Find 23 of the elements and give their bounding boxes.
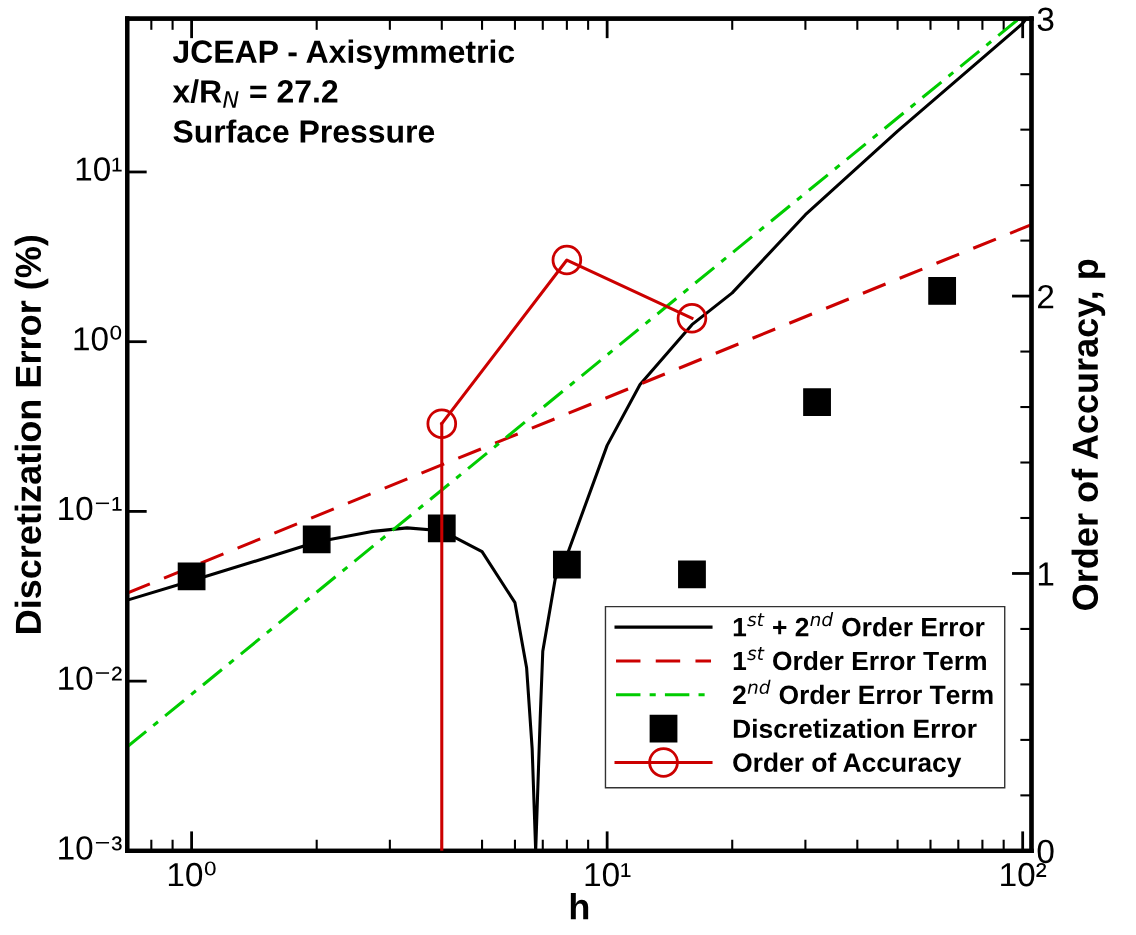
legend-label: 2$^{nd}$ Order Error Term bbox=[733, 679, 993, 705]
x-tick-label: 10⁰ bbox=[168, 861, 216, 887]
y2-axis-title: Order of Accuracy, p bbox=[1071, 259, 1106, 610]
legend-label: 1$^{st}$ + 2$^{nd}$ Order Error bbox=[733, 612, 985, 637]
y2-tick-label: 0 bbox=[1037, 839, 1054, 864]
x-axis-title: h bbox=[570, 893, 589, 920]
x-tick-label: 10¹ bbox=[585, 862, 631, 887]
annotation: x/R$_{N}$ = 27.2 bbox=[172, 79, 338, 108]
x-tick-label: 10² bbox=[1001, 862, 1047, 887]
y-tick-label: 10¹ bbox=[76, 157, 122, 181]
y-tick-label: 10⁻¹ bbox=[59, 496, 122, 521]
annotation: JCEAP - Axisymmetric bbox=[172, 39, 515, 70]
y2-tick-label: 3 bbox=[1037, 7, 1054, 32]
legend-label: 1$^{st}$ Order Error Term bbox=[733, 646, 986, 671]
y-axis-title: Discretization Error (%) bbox=[14, 235, 49, 634]
y-tick-label: 10⁰ bbox=[74, 325, 122, 351]
legend-label: Order of Accuracy bbox=[733, 752, 962, 778]
y2-tick-label: 1 bbox=[1038, 562, 1054, 586]
y2-tick-label: 2 bbox=[1038, 284, 1054, 309]
annotation: Surface Pressure bbox=[173, 119, 435, 143]
y-tick-label: 10⁻² bbox=[59, 666, 122, 691]
y-tick-label: 10⁻³ bbox=[59, 836, 122, 860]
legend-label: Discretization Error bbox=[733, 718, 977, 739]
